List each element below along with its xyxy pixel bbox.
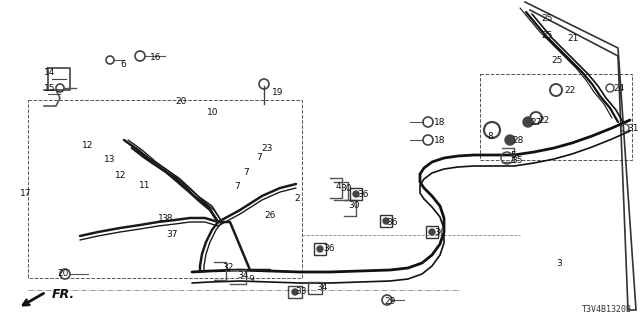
- Text: T3V4B1320B: T3V4B1320B: [582, 305, 632, 314]
- Text: 22: 22: [538, 116, 549, 124]
- Text: 18: 18: [434, 135, 445, 145]
- Text: 4: 4: [336, 181, 342, 190]
- Text: 17: 17: [20, 188, 31, 197]
- Circle shape: [317, 246, 323, 252]
- Text: 5: 5: [510, 150, 516, 159]
- Text: 30: 30: [348, 201, 360, 210]
- Bar: [380, 215, 392, 227]
- Circle shape: [505, 135, 515, 145]
- Text: 20: 20: [57, 269, 68, 278]
- Text: 7: 7: [243, 167, 249, 177]
- Circle shape: [383, 218, 389, 224]
- Text: 18: 18: [434, 117, 445, 126]
- Text: 19: 19: [272, 87, 284, 97]
- Text: 6: 6: [120, 60, 125, 68]
- Text: 34: 34: [237, 270, 248, 279]
- Text: 29: 29: [384, 298, 396, 307]
- Text: 37: 37: [166, 229, 177, 238]
- Text: 32: 32: [222, 263, 234, 273]
- Bar: [308, 282, 322, 294]
- Circle shape: [429, 229, 435, 235]
- Text: 7: 7: [234, 181, 240, 190]
- Text: 24: 24: [613, 84, 624, 92]
- Text: 11: 11: [139, 180, 150, 189]
- Bar: [426, 226, 438, 238]
- Bar: [28, 100, 302, 278]
- Text: 35: 35: [511, 156, 522, 164]
- Text: 20: 20: [175, 97, 186, 106]
- Text: 10: 10: [207, 108, 218, 116]
- Text: 25: 25: [541, 13, 552, 22]
- Text: 13: 13: [104, 155, 115, 164]
- Text: 14: 14: [44, 68, 56, 76]
- Text: 25: 25: [551, 55, 563, 65]
- Text: 38: 38: [161, 213, 173, 222]
- Text: 1: 1: [158, 213, 164, 222]
- Text: 2: 2: [294, 194, 300, 203]
- Text: 22: 22: [564, 85, 575, 94]
- Text: 33: 33: [295, 287, 307, 297]
- Bar: [288, 286, 302, 298]
- Text: 23: 23: [261, 143, 273, 153]
- Text: 30: 30: [340, 183, 351, 193]
- Text: 34: 34: [316, 284, 328, 292]
- Text: 36: 36: [323, 244, 335, 252]
- Text: 12: 12: [82, 140, 93, 149]
- Circle shape: [523, 117, 533, 127]
- Text: 36: 36: [434, 228, 445, 236]
- Bar: [350, 188, 362, 200]
- Text: 12: 12: [115, 171, 126, 180]
- Text: 26: 26: [264, 211, 275, 220]
- Text: 8: 8: [487, 132, 493, 140]
- Text: 9: 9: [248, 276, 253, 284]
- Bar: [480, 74, 632, 160]
- Text: FR.: FR.: [52, 289, 75, 301]
- Text: 28: 28: [512, 135, 524, 145]
- Circle shape: [353, 191, 359, 197]
- Text: 25: 25: [541, 30, 552, 39]
- Circle shape: [292, 289, 298, 295]
- Text: 21: 21: [567, 34, 579, 43]
- Text: 27: 27: [530, 117, 541, 126]
- Text: 15: 15: [44, 84, 56, 92]
- Text: 7: 7: [256, 153, 262, 162]
- Text: 31: 31: [627, 124, 639, 132]
- Text: 36: 36: [386, 218, 397, 227]
- Text: 36: 36: [357, 189, 369, 198]
- Bar: [314, 243, 326, 255]
- Text: 3: 3: [556, 260, 562, 268]
- Text: 16: 16: [150, 52, 161, 61]
